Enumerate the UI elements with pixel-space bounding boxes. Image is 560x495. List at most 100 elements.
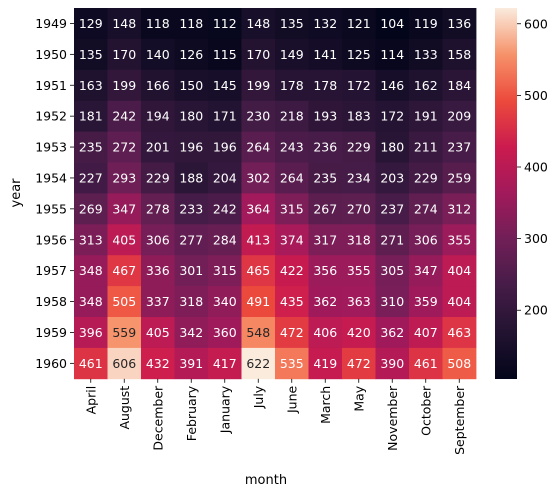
cell-value-label: 199 [112,78,136,93]
heatmap-cell [442,8,477,40]
cell-value-label: 148 [112,16,136,31]
heatmap-cell [442,317,477,349]
heatmap-cell [141,8,175,40]
cell-value-label: 191 [414,109,438,124]
heatmap-cell [375,193,410,225]
heatmap-cell [342,100,376,132]
heatmap-cell [275,317,309,349]
heatmap-cell [208,131,242,163]
heatmap-cell [308,162,343,194]
heatmap-cell [375,8,410,40]
heatmap-cell [141,224,175,256]
cell-value-label: 364 [246,201,270,216]
heatmap-cell [308,131,343,163]
cell-value-label: 472 [280,325,304,340]
x-axis-label: month [245,473,287,488]
heatmap-cell [141,286,175,318]
cell-value-label: 318 [179,294,203,309]
heatmap-cell [241,8,276,40]
cell-value-label: 267 [313,201,337,216]
cell-value-label: 235 [79,140,103,155]
cell-value-label: 188 [179,170,203,185]
cell-value-label: 172 [380,109,404,124]
heatmap-cell [241,224,276,256]
heatmap-cell [375,317,410,349]
cell-value-label: 271 [380,232,404,247]
heatmap-cell [208,100,242,132]
y-tick-label: 1957 [35,263,67,278]
heatmap-cell [74,347,108,380]
cell-value-label: 505 [112,294,136,309]
cell-value-label: 363 [347,294,371,309]
cell-value-label: 119 [414,16,438,31]
heatmap-cell [308,286,343,318]
cell-value-label: 274 [414,201,438,216]
heatmap-cell [275,347,309,380]
y-tick-label: 1951 [35,78,67,93]
heatmap-cell [107,255,142,287]
heatmap-cell [409,8,443,40]
heatmap-cell [342,38,376,71]
cell-value-label: 337 [146,294,170,309]
cell-value-label: 336 [146,263,170,278]
heatmap-cell [409,286,443,318]
cell-value-label: 277 [179,232,203,247]
y-tick-label: 1958 [35,294,67,309]
heatmap-cell [442,69,477,102]
heatmap-cells: 129 148 118 118 112 148 135 132 121 104 119 136 135 1… [74,8,477,380]
x-tick-labels: April August December February January July Ju… [83,378,467,455]
cell-value-label: 126 [179,47,203,62]
cell-value-label: 405 [146,325,170,340]
heatmap-cell [107,131,142,163]
x-tick-label: August [117,386,132,430]
cell-value-label: 264 [280,170,304,185]
cell-value-label: 237 [380,201,404,216]
cell-value-label: 362 [380,325,404,340]
cell-value-label: 193 [313,109,337,124]
cell-value-label: 272 [112,140,136,155]
y-tick-label: 1959 [35,325,67,340]
heatmap-cell [141,317,175,349]
cell-value-label: 150 [179,78,203,93]
heatmap-cell [308,224,343,256]
heatmap-cell [141,131,175,163]
cell-value-label: 235 [313,170,337,185]
heatmap-cell [241,38,276,71]
heatmap-cell [409,100,443,132]
heatmap-cell [141,162,175,194]
heatmap-cell [174,224,209,256]
heatmap-cell [442,347,477,380]
cell-value-label: 467 [112,263,136,278]
heatmap-cell [275,38,309,71]
cell-value-label: 407 [414,325,438,340]
heatmap-cell [74,38,108,71]
cell-value-label: 230 [246,109,270,124]
heatmap-cell [275,193,309,225]
x-tick-label: May [351,385,366,411]
cell-value-label: 508 [447,356,471,371]
cell-value-label: 396 [79,325,103,340]
heatmap-cell [174,38,209,71]
cell-value-label: 136 [447,16,471,31]
heatmap-cell [308,8,343,40]
cell-value-label: 465 [246,263,270,278]
heatmap-cell [74,100,108,132]
cell-value-label: 301 [179,263,203,278]
cell-value-label: 183 [347,109,371,124]
cell-value-label: 313 [79,232,103,247]
cell-value-label: 201 [146,140,170,155]
cell-value-label: 166 [146,78,170,93]
cell-value-label: 229 [347,140,371,155]
cell-value-label: 178 [313,78,337,93]
colorbar-tick-label: 500 [524,88,548,103]
x-tick-label: February [184,385,199,441]
x-tick-label: March [318,386,333,424]
heatmap-cell [208,317,242,349]
heatmap-cell [141,69,175,102]
cell-value-label: 348 [79,294,103,309]
cell-value-label: 432 [146,356,170,371]
heatmap-cell [409,131,443,163]
cell-value-label: 184 [447,78,471,93]
heatmap-cell [208,347,242,380]
